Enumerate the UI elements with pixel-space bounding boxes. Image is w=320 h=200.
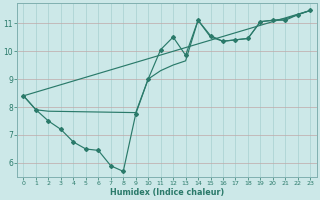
X-axis label: Humidex (Indice chaleur): Humidex (Indice chaleur) bbox=[110, 188, 224, 197]
